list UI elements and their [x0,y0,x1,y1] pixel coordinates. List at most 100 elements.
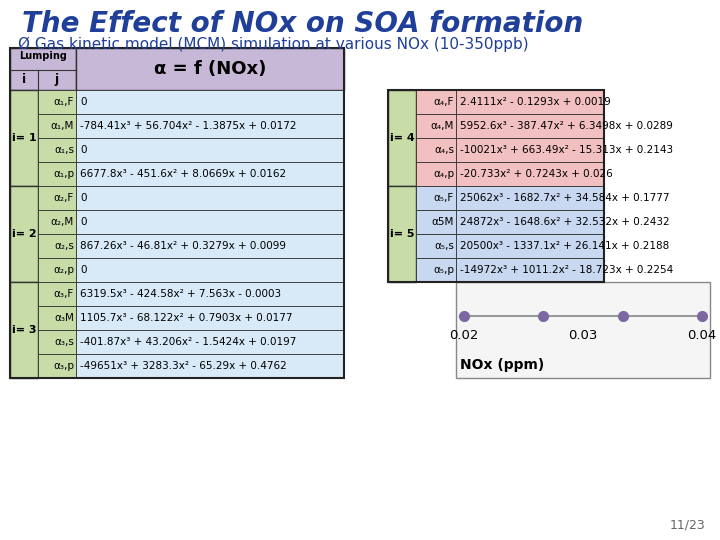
FancyBboxPatch shape [38,186,76,210]
Text: The Effect of NOx on SOA formation: The Effect of NOx on SOA formation [22,10,583,38]
FancyBboxPatch shape [76,114,344,138]
FancyBboxPatch shape [416,210,456,234]
Text: α₄,p: α₄,p [433,169,454,179]
FancyBboxPatch shape [456,210,604,234]
FancyBboxPatch shape [76,186,344,210]
Text: 20500x³ - 1337.1x² + 26.141x + 0.2188: 20500x³ - 1337.1x² + 26.141x + 0.2188 [460,241,670,251]
FancyBboxPatch shape [38,354,76,378]
FancyBboxPatch shape [10,282,38,378]
FancyBboxPatch shape [388,186,416,282]
Text: 5952.6x³ - 387.47x² + 6.3498x + 0.0289: 5952.6x³ - 387.47x² + 6.3498x + 0.0289 [460,121,673,131]
Text: α₂,p: α₂,p [53,265,74,275]
Text: 6677.8x³ - 451.6x² + 8.0669x + 0.0162: 6677.8x³ - 451.6x² + 8.0669x + 0.0162 [80,169,286,179]
FancyBboxPatch shape [416,162,456,186]
FancyBboxPatch shape [76,306,344,330]
FancyBboxPatch shape [456,90,604,114]
Text: i: i [22,73,26,86]
Text: -14972x³ + 1011.2x² - 18.723x + 0.2254: -14972x³ + 1011.2x² - 18.723x + 0.2254 [460,265,673,275]
FancyBboxPatch shape [76,282,344,306]
Text: α₅,s: α₅,s [434,241,454,251]
FancyBboxPatch shape [38,90,76,114]
Text: -401.87x³ + 43.206x² - 1.5424x + 0.0197: -401.87x³ + 43.206x² - 1.5424x + 0.0197 [80,337,297,347]
FancyBboxPatch shape [38,234,76,258]
FancyBboxPatch shape [416,234,456,258]
Text: α₅,F: α₅,F [433,193,454,203]
Text: 0.04: 0.04 [688,329,716,342]
FancyBboxPatch shape [456,282,710,378]
Text: α₂,M: α₂,M [50,217,74,227]
FancyBboxPatch shape [416,114,456,138]
FancyBboxPatch shape [38,210,76,234]
FancyBboxPatch shape [416,186,456,210]
Text: α₄,F: α₄,F [433,97,454,107]
Text: α₃M: α₃M [54,313,74,323]
FancyBboxPatch shape [38,306,76,330]
Text: 25062x³ - 1682.7x² + 34.584x + 0.1777: 25062x³ - 1682.7x² + 34.584x + 0.1777 [460,193,670,203]
Text: Ø Gas kinetic model (MCM) simulation at various NOx (10-350ppb): Ø Gas kinetic model (MCM) simulation at … [18,37,528,52]
Text: 0: 0 [80,265,86,275]
Text: i= 1: i= 1 [12,133,36,143]
Text: α₁,p: α₁,p [53,169,74,179]
FancyBboxPatch shape [456,234,604,258]
Text: i= 2: i= 2 [12,229,36,239]
FancyBboxPatch shape [456,138,604,162]
Text: 11/23: 11/23 [670,519,705,532]
Text: α5M: α5M [431,217,454,227]
FancyBboxPatch shape [456,186,604,210]
FancyBboxPatch shape [10,90,38,186]
FancyBboxPatch shape [456,258,604,282]
FancyBboxPatch shape [416,90,456,114]
Text: 6319.5x³ - 424.58x² + 7.563x - 0.0003: 6319.5x³ - 424.58x² + 7.563x - 0.0003 [80,289,281,299]
FancyBboxPatch shape [388,90,416,186]
Text: α₅,p: α₅,p [433,265,454,275]
FancyBboxPatch shape [456,162,604,186]
Text: α₃,p: α₃,p [53,361,74,371]
Text: j: j [55,73,59,86]
Text: i= 5: i= 5 [390,229,414,239]
Text: 2.4111x² - 0.1293x + 0.0019: 2.4111x² - 0.1293x + 0.0019 [460,97,611,107]
Text: NOx (ppm): NOx (ppm) [460,358,544,372]
Text: α₁,F: α₁,F [53,97,74,107]
Text: α₃,s: α₃,s [54,337,74,347]
Text: α₁,M: α₁,M [50,121,74,131]
FancyBboxPatch shape [76,258,344,282]
Text: 0.02: 0.02 [449,329,479,342]
Text: 0: 0 [80,97,86,107]
FancyBboxPatch shape [76,138,344,162]
Text: i= 3: i= 3 [12,325,36,335]
FancyBboxPatch shape [416,258,456,282]
Text: 0: 0 [80,145,86,155]
FancyBboxPatch shape [76,210,344,234]
FancyBboxPatch shape [76,234,344,258]
Text: Lumping: Lumping [19,51,67,61]
Text: α = f (NOx): α = f (NOx) [154,60,266,78]
Text: 867.26x³ - 46.81x² + 0.3279x + 0.0099: 867.26x³ - 46.81x² + 0.3279x + 0.0099 [80,241,286,251]
Text: -784.41x³ + 56.704x² - 1.3875x + 0.0172: -784.41x³ + 56.704x² - 1.3875x + 0.0172 [80,121,297,131]
Text: α₄,M: α₄,M [431,121,454,131]
FancyBboxPatch shape [76,48,344,90]
FancyBboxPatch shape [416,138,456,162]
Text: 1105.7x³ - 68.122x² + 0.7903x + 0.0177: 1105.7x³ - 68.122x² + 0.7903x + 0.0177 [80,313,292,323]
Text: -20.733x² + 0.7243x + 0.026: -20.733x² + 0.7243x + 0.026 [460,169,613,179]
Text: α₂,s: α₂,s [54,241,74,251]
Text: i= 4: i= 4 [390,133,415,143]
FancyBboxPatch shape [10,186,38,282]
FancyBboxPatch shape [456,114,604,138]
FancyBboxPatch shape [76,90,344,114]
Text: -49651x³ + 3283.3x² - 65.29x + 0.4762: -49651x³ + 3283.3x² - 65.29x + 0.4762 [80,361,287,371]
Text: α₁,s: α₁,s [54,145,74,155]
FancyBboxPatch shape [38,258,76,282]
FancyBboxPatch shape [38,114,76,138]
Text: 0: 0 [80,217,86,227]
FancyBboxPatch shape [10,48,76,90]
FancyBboxPatch shape [38,138,76,162]
FancyBboxPatch shape [38,282,76,306]
FancyBboxPatch shape [76,354,344,378]
Text: 0: 0 [80,193,86,203]
FancyBboxPatch shape [76,162,344,186]
FancyBboxPatch shape [76,330,344,354]
Text: -10021x³ + 663.49x² - 15.313x + 0.2143: -10021x³ + 663.49x² - 15.313x + 0.2143 [460,145,673,155]
Text: α₂,F: α₂,F [54,193,74,203]
FancyBboxPatch shape [38,330,76,354]
FancyBboxPatch shape [38,162,76,186]
